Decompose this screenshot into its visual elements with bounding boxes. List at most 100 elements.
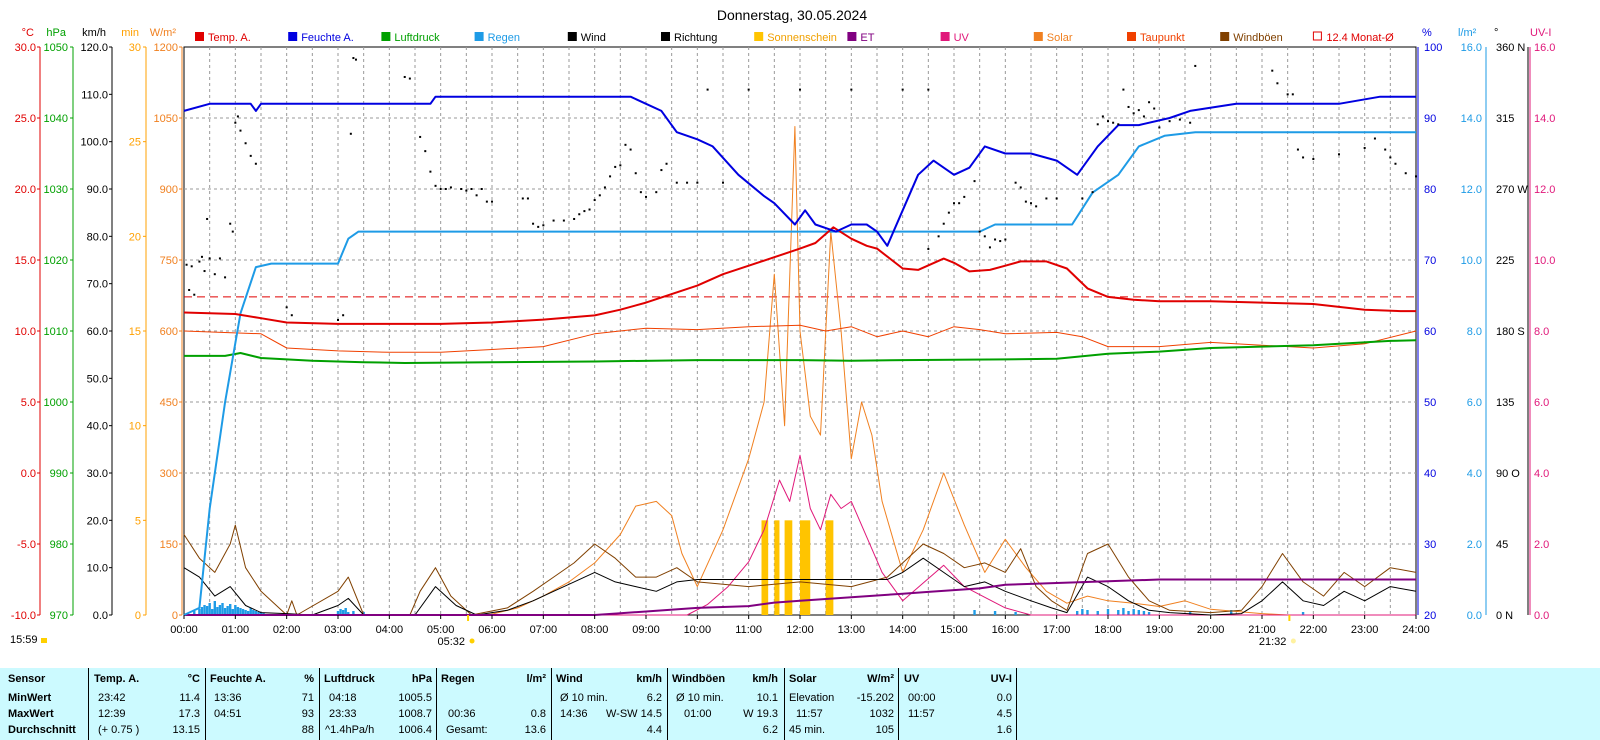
direction-point <box>470 188 473 190</box>
y-axis-tick-label: 14.0 <box>1461 113 1482 125</box>
direction-point <box>1168 120 1171 123</box>
stats-temp-min: 11.4 <box>179 692 200 704</box>
y-axis-tick-label: 980 <box>50 539 68 551</box>
rain-bar <box>339 609 342 615</box>
legend-label: Sonnenschein <box>767 32 837 44</box>
y-axis-tick-label: 315 <box>1496 113 1514 125</box>
stats-wind-max: W-SW 14.5 <box>605 708 662 720</box>
x-axis-tick-label: 09:00 <box>632 624 660 636</box>
x-axis-tick-label: 01:00 <box>222 624 250 636</box>
direction-point <box>1030 202 1032 205</box>
stats-solar-title: Solar <box>789 673 817 685</box>
direction-point <box>983 235 986 238</box>
direction-point <box>408 77 411 80</box>
stats-wind-title: Wind <box>556 673 583 685</box>
rain-bar <box>223 608 227 615</box>
legend-swatch <box>754 32 764 41</box>
direction-point <box>403 75 406 78</box>
direction-point <box>706 88 709 91</box>
y-axis-tick-label: 0 <box>172 610 178 622</box>
y-axis-tick-label: 90 O <box>1496 468 1520 480</box>
rain-bar <box>257 612 260 615</box>
rain-bar <box>1014 612 1017 615</box>
y-axis-tick-label: 15 <box>129 326 141 338</box>
direction-point <box>190 265 193 268</box>
y-axis-tick-label: 1040 <box>44 113 68 125</box>
direction-point <box>1338 153 1340 156</box>
stats-feuchte-avg: 88 <box>301 724 314 736</box>
y-axis-tick-label: 900 <box>160 184 178 196</box>
direction-point <box>1148 101 1151 104</box>
rain-bar <box>213 601 216 615</box>
direction-point <box>185 263 188 266</box>
y-axis-tick-label: 30 <box>1424 539 1436 551</box>
direction-point <box>999 240 1002 243</box>
stats-sensor-title: Sensor <box>8 673 46 685</box>
y-axis-tick-label: 50.0 <box>87 373 108 385</box>
rain-bar <box>1106 609 1110 615</box>
series-line-regen <box>183 131 1416 616</box>
y-axis-tick-label: -5.0 <box>17 539 36 551</box>
stats-temp-avg-note: (+ 0.75 ) <box>98 724 140 736</box>
stats-windboeen-mean: 6.2 <box>762 724 778 736</box>
legend-label: Richtung <box>674 32 717 44</box>
legend-swatch <box>847 32 857 41</box>
direction-point <box>624 143 627 146</box>
rain-bar <box>239 608 242 615</box>
series-line-feuchte-a- <box>183 95 1416 247</box>
rain-bar <box>1142 611 1146 615</box>
direction-point <box>290 314 293 317</box>
stats-luftdruck-min: 1005.5 <box>398 692 432 704</box>
x-axis-tick-label: 19:00 <box>1146 624 1174 636</box>
y-axis-tick-label: 1000 <box>44 397 68 409</box>
y-axis-tick-label: 970 <box>50 610 68 622</box>
direction-point <box>203 270 206 273</box>
sunshine-total-label: 15:59 <box>10 634 38 646</box>
direction-point <box>598 194 601 197</box>
rain-bar <box>1230 610 1233 615</box>
stats-uv-unit: UV-I <box>990 673 1012 685</box>
direction-point <box>1055 197 1058 200</box>
direction-point <box>1194 64 1197 67</box>
direction-point <box>1415 175 1417 178</box>
direction-point <box>619 164 622 167</box>
direction-point <box>419 135 422 138</box>
direction-point <box>244 142 247 145</box>
stats-row-label: Durchschnitt <box>8 724 76 736</box>
y-axis-tick-label: 110.0 <box>81 89 108 101</box>
direction-point <box>1291 93 1294 96</box>
x-axis-tick-label: 03:00 <box>324 624 352 636</box>
stats-solar-max: 1032 <box>869 708 894 720</box>
stats-regen-total: 13.6 <box>524 724 546 736</box>
legend-swatch <box>1312 31 1322 41</box>
x-axis-tick-label: 15:00 <box>940 624 968 636</box>
direction-point <box>1081 197 1084 200</box>
y-axis-tick-label: 1200 <box>154 42 178 54</box>
direction-point <box>1132 112 1135 115</box>
direction-point <box>1373 137 1376 140</box>
direction-point <box>444 188 447 190</box>
y-axis-tick-label: 12.0 <box>1461 184 1482 196</box>
direction-point <box>799 88 801 91</box>
rain-bar <box>226 606 229 615</box>
direction-point <box>1137 109 1140 112</box>
direction-point <box>480 188 483 190</box>
y-axis-tick-label: 15.0 <box>15 255 36 267</box>
direction-point <box>1384 148 1387 151</box>
x-axis: 00:00 01:00 02:00 03:00 04:00 05:00 06:00 07:00… <box>10 615 1430 648</box>
legend-label: UV <box>954 32 970 44</box>
legend-label: Solar <box>1047 32 1073 44</box>
stats-uv-min-time: 00:00 <box>908 692 936 704</box>
rain-bar <box>1188 611 1192 615</box>
y-axis-tick-label: 1010 <box>44 326 68 338</box>
y-axis-tick-label: 600 <box>160 326 178 338</box>
series-line-temp-a- <box>183 226 1416 325</box>
direction-point <box>224 276 227 279</box>
y-axis-tick-label: 12.0 <box>1534 184 1555 196</box>
legend-swatch <box>940 32 950 41</box>
direction-point <box>645 195 647 198</box>
weather-chart: Donnerstag, 30.05.2024 Temp. A. Feuchte A… <box>10 7 1555 648</box>
stats-wind-avg10: 6.2 <box>646 692 662 704</box>
rain-bar <box>344 608 347 615</box>
y-axis-unit: W/m² <box>150 27 177 39</box>
